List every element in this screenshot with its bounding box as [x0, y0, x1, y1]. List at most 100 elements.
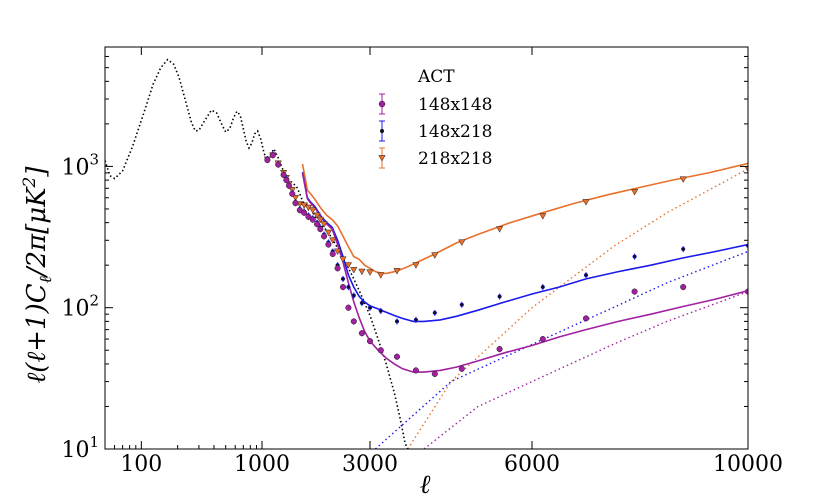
axes-frame: [104, 46, 749, 450]
data-point-148x148-23: [377, 347, 384, 354]
y-tick-base-1: 10: [61, 297, 89, 322]
plot-area: [105, 58, 748, 449]
foreground-curve-148x148: [423, 290, 748, 449]
data-point-218x218-21: [358, 268, 366, 276]
data-point-148x148-27: [458, 365, 465, 372]
data-point-148x218-24: [394, 319, 400, 324]
data-point-148x148-22: [366, 338, 374, 345]
data-point-218x218-16: [329, 237, 337, 244]
legend-marker-0: [378, 100, 386, 108]
data-point-148x148-17: [334, 265, 341, 272]
data-point-148x148-31: [631, 288, 638, 295]
model-curve-218x218: [301, 162, 748, 275]
y-axis-label-end: ]: [22, 166, 52, 178]
x-axis-label: ℓ: [420, 470, 431, 498]
data-point-218x218-27: [458, 239, 466, 246]
plot-content: [105, 58, 748, 449]
data-point-218x218-25: [412, 262, 420, 269]
data-point-148x148-20: [350, 318, 357, 325]
data-point-148x148-2: [275, 161, 282, 168]
data-point-148x148-3: [280, 171, 287, 179]
foreground-curve-218x218: [407, 168, 748, 449]
data-point-148x148-15: [325, 241, 332, 248]
cmb-theory-curve: [105, 58, 409, 449]
data-point-148x218-26: [432, 310, 437, 315]
data-point-148x148-18: [339, 284, 347, 291]
y-tick-exp-0: 1: [89, 433, 99, 451]
data-point-148x148-12: [314, 221, 321, 228]
data-point-218x218-29: [539, 213, 547, 220]
data-point-148x218-20: [351, 293, 356, 298]
legend-label-0: 148x148: [418, 95, 492, 115]
legend-marker-1: [380, 129, 384, 133]
data-point-148x218-21: [359, 300, 365, 306]
model-curve-148x218: [301, 172, 748, 323]
data-point-148x148-1: [269, 152, 276, 159]
data-point-148x218-29: [540, 284, 545, 290]
data-point-218x218-32: [679, 176, 687, 183]
y-tick-label-0: 101: [61, 433, 99, 463]
data-point-148x218-31: [632, 254, 637, 259]
data-point-218x218-17: [333, 248, 342, 255]
data-point-148x148-13: [317, 226, 324, 233]
data-point-148x148-7: [292, 200, 299, 207]
y-tick-label-2: 103: [61, 150, 99, 180]
data-point-218x218-20: [350, 267, 358, 274]
y-axis-label-rest: /2π[μK: [22, 186, 52, 279]
data-point-148x148-29: [539, 336, 546, 343]
y-tick-base-2: 10: [61, 155, 89, 180]
x-tick-label-0: 100: [120, 452, 162, 477]
data-point-148x218-18: [340, 276, 346, 281]
data-point-148x148-30: [582, 315, 590, 322]
data-point-218x218-22: [366, 269, 374, 276]
data-point-218x218-14: [320, 221, 328, 228]
legend-label-1: 148x218: [418, 122, 492, 142]
data-point-148x218-25: [413, 317, 419, 322]
y-tick-exp-1: 2: [89, 292, 99, 310]
data-point-218x218-31: [630, 189, 639, 196]
data-point-148x218-28: [497, 294, 502, 299]
data-point-148x148-25: [412, 367, 419, 374]
data-point-148x148-9: [301, 209, 308, 216]
data-point-148x148-28: [496, 345, 503, 353]
y-axis-label-main: ℓ(ℓ+1)C: [22, 283, 52, 383]
legend-title: ACT: [417, 67, 455, 87]
data-point-148x148-5: [285, 182, 293, 189]
data-point-148x218-22: [367, 305, 373, 310]
data-point-218x218-11: [309, 207, 317, 214]
x-tick-label-2: 3000: [342, 452, 398, 477]
y-tick-base-0: 10: [61, 438, 89, 463]
data-point-148x218-30: [583, 273, 589, 278]
data-point-218x218-13: [316, 216, 324, 224]
legend-marker-2: [378, 155, 386, 162]
data-point-148x218-19: [346, 284, 351, 290]
data-point-148x148-21: [358, 330, 365, 337]
data-point-148x148-0: [264, 156, 271, 164]
x-tick-label-1: 1000: [234, 452, 290, 477]
data-point-148x148-4: [283, 177, 290, 184]
data-point-148x148-11: [309, 216, 316, 223]
model-curve-148x148: [301, 172, 748, 373]
data-point-148x218-23: [378, 308, 383, 313]
data-point-148x148-26: [431, 370, 438, 377]
data-point-148x218-32: [681, 246, 686, 252]
x-tick-label-4: 10000: [713, 452, 783, 477]
foreground-curve-148x218: [374, 250, 748, 449]
y-tick-label-1: 102: [61, 292, 99, 322]
x-tick-label-3: 6000: [504, 452, 560, 477]
data-point-148x148-14: [321, 233, 328, 240]
data-point-218x218-15: [324, 229, 333, 237]
data-point-148x148-32: [680, 284, 687, 291]
y-tick-exp-2: 3: [89, 150, 99, 168]
data-point-218x218-18: [339, 256, 347, 263]
y-axis-label: ℓ(ℓ+1)Cℓ/2π[μK2]: [20, 166, 56, 384]
data-point-218x218-26: [431, 252, 439, 259]
legend: ACT 148x148 148x218 218x218: [378, 67, 492, 169]
data-point-218x218-28: [495, 226, 504, 233]
data-point-218x218-24: [393, 268, 401, 275]
data-point-148x218-27: [459, 302, 464, 307]
data-point-218x218-23: [377, 272, 385, 279]
legend-label-2: 218x218: [418, 149, 492, 169]
